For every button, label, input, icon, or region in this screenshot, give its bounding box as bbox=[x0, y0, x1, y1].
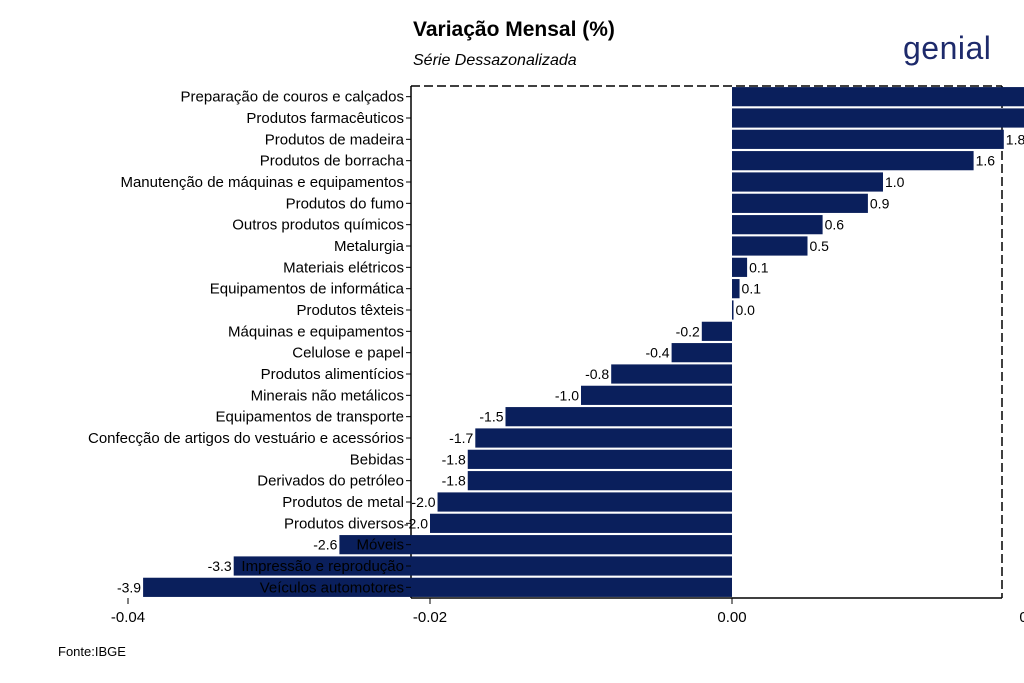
chart-subtitle: Série Dessazonalizada bbox=[413, 52, 577, 69]
value-label: -1.5 bbox=[479, 409, 503, 425]
value-label: -0.8 bbox=[585, 366, 609, 382]
value-label: -2.0 bbox=[404, 515, 428, 531]
bar bbox=[732, 129, 1004, 149]
value-label: -2.0 bbox=[411, 494, 435, 510]
x-tick-label: -0.04 bbox=[111, 609, 145, 626]
category-label: Equipamentos de informática bbox=[210, 281, 405, 298]
bar bbox=[505, 407, 732, 427]
value-label: -0.2 bbox=[676, 323, 700, 339]
bar bbox=[143, 577, 733, 597]
category-label: Móveis bbox=[356, 537, 404, 554]
bar bbox=[475, 428, 732, 448]
bar bbox=[671, 343, 732, 363]
value-label: -0.4 bbox=[645, 345, 669, 361]
value-label: 1.0 bbox=[885, 174, 905, 190]
bar bbox=[732, 87, 1024, 107]
bar bbox=[732, 257, 748, 277]
value-label: 0.5 bbox=[810, 238, 830, 254]
category-label: Preparação de couros e calçados bbox=[181, 89, 404, 106]
value-label: 0.1 bbox=[749, 259, 769, 275]
category-label: Produtos farmacêuticos bbox=[246, 110, 404, 127]
bar bbox=[339, 535, 732, 555]
category-label: Outros produtos químicos bbox=[232, 217, 404, 234]
bar bbox=[732, 279, 740, 299]
category-label: Minerais não metálicos bbox=[251, 387, 404, 404]
bar bbox=[430, 513, 732, 533]
category-label: Produtos de madeira bbox=[265, 131, 405, 148]
chart-title: Variação Mensal (%) bbox=[413, 18, 615, 41]
value-label: -1.8 bbox=[442, 473, 466, 489]
bar bbox=[732, 108, 1024, 128]
category-label: Materiais elétricos bbox=[283, 259, 404, 276]
value-label: -3.3 bbox=[208, 558, 232, 574]
category-label: Confecção de artigos do vestuário e aces… bbox=[88, 430, 404, 447]
category-label: Celulose e papel bbox=[292, 345, 404, 362]
bar bbox=[581, 385, 732, 405]
value-label: -2.6 bbox=[313, 537, 337, 553]
bar bbox=[732, 300, 734, 320]
bar bbox=[732, 151, 974, 171]
category-label: Metalurgia bbox=[334, 238, 405, 255]
source-note: Fonte:IBGE bbox=[58, 644, 126, 659]
bar bbox=[467, 449, 732, 469]
category-label: Produtos de metal bbox=[282, 494, 404, 511]
category-label: Produtos de borracha bbox=[260, 153, 405, 170]
x-tick-label: 0.02 bbox=[1019, 609, 1024, 626]
category-label: Equipamentos de transporte bbox=[216, 409, 404, 426]
bar bbox=[701, 321, 732, 341]
value-label: 0.1 bbox=[742, 281, 762, 297]
value-label: 0.6 bbox=[825, 217, 845, 233]
bar bbox=[732, 193, 868, 213]
category-label: Bebidas bbox=[350, 451, 404, 468]
category-label: Produtos alimentícios bbox=[261, 366, 404, 383]
category-label: Produtos do fumo bbox=[286, 195, 404, 212]
value-label: 1.8 bbox=[1006, 131, 1024, 147]
bar bbox=[732, 172, 883, 192]
x-tick-label: -0.02 bbox=[413, 609, 447, 626]
category-label: Derivados do petróleo bbox=[257, 473, 404, 490]
category-label: Máquinas e equipamentos bbox=[228, 323, 404, 340]
value-label: -1.7 bbox=[449, 430, 473, 446]
value-label: -3.9 bbox=[117, 579, 141, 595]
value-label: -1.8 bbox=[442, 451, 466, 467]
value-label: 0.0 bbox=[736, 302, 756, 318]
bar bbox=[467, 471, 732, 491]
bar bbox=[732, 236, 808, 256]
bar bbox=[732, 215, 823, 235]
bar bbox=[611, 364, 732, 384]
category-label: Manutenção de máquinas e equipamentos bbox=[120, 174, 404, 191]
bar bbox=[437, 492, 732, 512]
category-label: Produtos têxteis bbox=[296, 302, 404, 319]
x-tick-label: 0.00 bbox=[717, 609, 746, 626]
value-label: 1.6 bbox=[976, 153, 996, 169]
category-label: Produtos diversos bbox=[284, 515, 404, 532]
category-label: Veículos automotores bbox=[260, 579, 404, 596]
genial-logo: genial bbox=[903, 30, 992, 66]
category-label: Impressão e reprodução bbox=[241, 558, 404, 575]
value-label: 0.9 bbox=[870, 195, 890, 211]
value-label: -1.0 bbox=[555, 387, 579, 403]
bar bbox=[233, 556, 732, 576]
